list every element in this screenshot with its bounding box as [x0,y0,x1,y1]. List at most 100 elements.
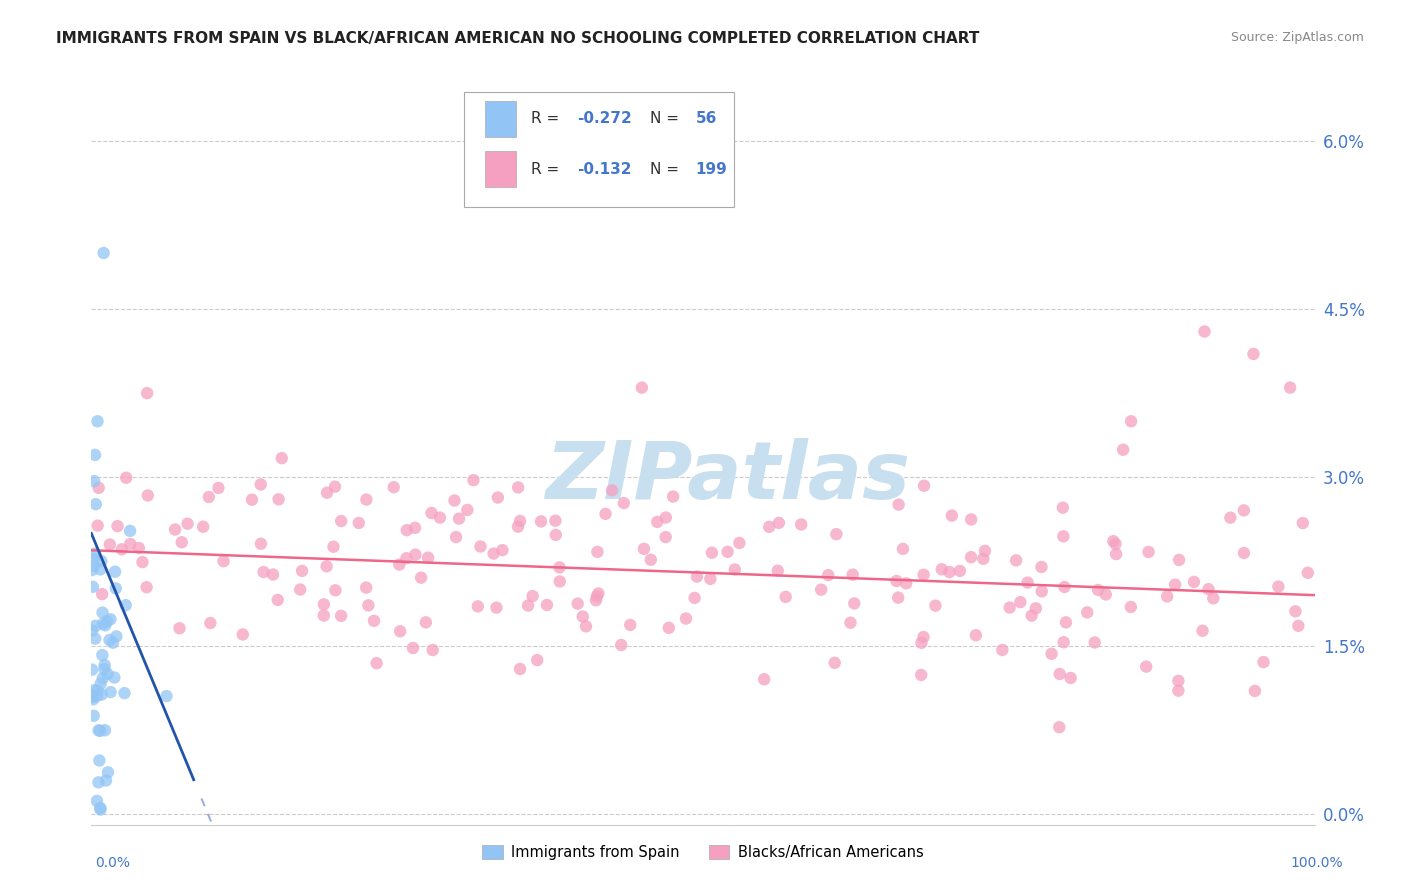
Point [1102,534,1125,549]
Point [101,636,124,650]
Point [86,683,108,698]
Point [84,619,107,633]
Text: 100.0%: 100.0% [1291,856,1343,871]
Point [655,510,678,524]
Point [404,521,426,535]
Point [960,512,983,526]
Point [366,656,388,670]
Point [89,723,111,738]
Point [645,515,668,529]
Point [409,571,432,585]
Text: ZIPatlas: ZIPatlas [546,438,910,516]
Point [89,754,111,768]
Point [91,648,114,662]
Point [839,615,862,630]
Point [1137,545,1160,559]
Point [1049,667,1071,681]
Point [960,550,983,565]
Point [89,562,111,576]
Point [90,554,112,568]
Point [395,523,418,537]
Point [94,773,117,788]
Point [619,618,641,632]
Point [1119,599,1142,614]
Point [522,589,544,603]
Point [89,801,111,815]
Point [191,519,214,533]
Point [1296,566,1319,580]
Point [613,496,636,510]
Point [354,581,377,595]
Point [1233,503,1256,517]
Point [887,498,910,512]
Point [325,583,347,598]
Point [82,624,104,638]
Point [1040,647,1063,661]
Point [1198,582,1220,597]
Point [270,451,292,466]
Point [910,668,932,682]
Point [1135,659,1157,673]
Point [91,606,114,620]
Point [509,514,531,528]
Point [754,673,776,687]
Point [323,480,346,494]
Point [94,723,117,738]
Point [912,567,935,582]
Point [1094,587,1116,601]
Point [586,545,609,559]
Point [420,506,443,520]
Point [105,629,128,643]
FancyBboxPatch shape [464,92,734,207]
Point [169,621,191,635]
Point [315,559,337,574]
Text: IMMIGRANTS FROM SPAIN VS BLACK/AFRICAN AMERICAN NO SCHOOLING COMPLETED CORRELATI: IMMIGRANTS FROM SPAIN VS BLACK/AFRICAN A… [56,31,980,46]
Point [508,480,530,494]
Point [291,564,314,578]
Point [456,503,478,517]
Point [357,599,380,613]
Point [965,628,987,642]
Point [136,386,159,401]
Point [1164,577,1187,591]
Point [267,593,290,607]
Point [1017,575,1039,590]
Point [93,662,115,676]
Point [841,567,863,582]
Point [82,663,104,677]
Point [658,621,681,635]
Point [548,560,571,574]
Point [347,516,370,530]
Point [135,580,157,594]
Text: R =: R = [530,161,564,177]
Point [610,638,633,652]
Point [825,527,848,541]
Point [89,803,111,817]
Point [938,565,960,579]
Point [924,599,946,613]
Point [128,541,150,555]
Point [941,508,963,523]
Point [322,540,344,554]
Point [388,558,411,572]
Point [728,536,751,550]
Point [530,515,553,529]
Point [1053,580,1076,594]
Point [443,493,465,508]
Point [1284,604,1306,618]
Point [404,548,426,562]
Point [775,590,797,604]
Point [595,507,617,521]
Point [482,547,505,561]
Point [97,667,120,681]
Point [1112,442,1135,457]
Point [1194,325,1216,339]
Point [83,552,105,566]
Point [600,483,623,498]
Point [949,564,972,578]
Point [1121,414,1143,428]
Point [1052,635,1074,649]
Point [544,514,567,528]
Point [363,614,385,628]
Point [1202,591,1225,606]
